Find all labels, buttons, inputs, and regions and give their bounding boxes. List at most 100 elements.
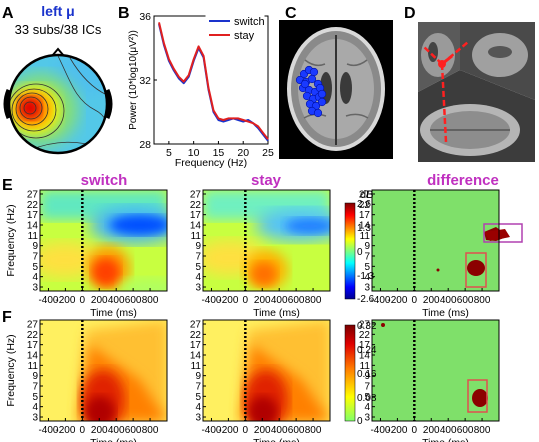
tf-y-tick-label: 7: [364, 382, 370, 393]
tf-y-tick-label: 7: [195, 382, 201, 393]
cbar-f-tick-3: 0.08: [357, 393, 377, 404]
tf-y-tick-label: 22: [359, 200, 371, 211]
tf-y-tick-label: 14: [359, 351, 371, 362]
spectrum-x-tick-label: 25: [262, 147, 274, 159]
tf-y-tick-label: 14: [190, 351, 202, 362]
spectrum-x-tick-label: 5: [166, 147, 172, 159]
tf-y-tick-label: 3: [364, 283, 370, 294]
tf-x-tick-label: 0: [243, 295, 249, 306]
tf-x-tick-label: 0: [80, 295, 86, 306]
tf-y-tick-label: 27: [27, 190, 39, 201]
tf-x-label: Time (ms): [422, 437, 469, 442]
tf-axes-frame: [371, 319, 500, 422]
tf-y-tick-label: 27: [190, 320, 202, 331]
cbar-e-tick-3: -1.3: [357, 271, 375, 282]
panel-c: C: [279, 5, 393, 159]
panel-b-letter: B: [118, 5, 130, 22]
panel-a: A left μ 33 subs/38 ICs: [2, 3, 113, 155]
spectrum-y-label: Power (10*log10(μV²)): [128, 30, 139, 130]
dipole-marker: [317, 97, 327, 107]
tf-x-tick-label: -200: [387, 295, 407, 306]
tf-y-tick-label: 9: [32, 371, 38, 382]
tf-x-tick-label: 200: [423, 425, 440, 436]
spectrum-x-tick-label: 10: [188, 147, 200, 159]
tf-y-tick-label: 5: [195, 392, 201, 403]
cbar-e-tick-2: 0: [357, 247, 363, 258]
tf-x-tick-label: 800: [305, 295, 322, 306]
legend-stay-label: stay: [234, 30, 255, 42]
tf-x-tick-label: 800: [142, 295, 159, 306]
spectrum-x-tick-label: 20: [237, 147, 249, 159]
tf-y-tick-label: 17: [190, 340, 202, 351]
tf-x-tick-label: 400: [271, 295, 288, 306]
tf-x-tick-label: 600: [125, 425, 142, 436]
tf-y-tick-label: 14: [359, 221, 371, 232]
tf-x-label: Time (ms): [422, 307, 469, 319]
tf-y-tick-label: 17: [27, 210, 39, 221]
spectrum-y-tick-label: 32: [139, 75, 151, 87]
tf-x-tick-label: 0: [80, 425, 86, 436]
tf-axes-frame: [39, 189, 168, 292]
tf-x-tick-label: 200: [254, 295, 271, 306]
tf-y-tick-label: 4: [195, 402, 201, 413]
f-difference-map: [372, 320, 499, 421]
tf-x-tick-label: -200: [387, 425, 407, 436]
tf-y-tick-label: 11: [191, 231, 202, 242]
tf-x-tick-label: 400: [440, 425, 457, 436]
tf-x-label: Time (ms): [253, 307, 300, 319]
panel-d-letter: D: [404, 5, 416, 22]
panel-a-letter: A: [2, 5, 14, 22]
tf-y-tick-label: 22: [190, 330, 202, 341]
tf-y-tick-label: 4: [32, 402, 38, 413]
tf-y-label: Frequency (Hz): [5, 204, 17, 276]
tf-y-tick-label: 22: [190, 200, 202, 211]
tf-y-tick-label: 7: [195, 252, 201, 263]
tf-y-tick-label: 4: [364, 402, 370, 413]
tf-axes-frame: [202, 319, 331, 422]
tf-y-tick-label: 17: [359, 340, 371, 351]
tf-x-tick-label: -200: [218, 295, 238, 306]
tf-y-tick-label: 14: [190, 221, 202, 232]
tf-y-tick-label: 27: [359, 320, 371, 331]
tf-y-tick-label: 3: [195, 413, 201, 424]
tf-x-tick-label: -400: [38, 295, 58, 306]
tf-y-tick-label: 22: [27, 330, 39, 341]
mri-3d-view: [418, 22, 535, 162]
tf-y-tick-label: 27: [359, 190, 371, 201]
tf-y-tick-label: 7: [32, 252, 38, 263]
cbar-e-tick-4: -2.6: [357, 294, 375, 305]
tf-y-tick-label: 17: [27, 340, 39, 351]
tf-y-tick-label: 3: [364, 413, 370, 424]
tf-x-label: Time (ms): [90, 307, 137, 319]
scalp-map: [3, 47, 113, 155]
spectrum-line-stay: [158, 22, 269, 140]
tf-y-tick-label: 4: [32, 272, 38, 283]
e-diff-alpha-box: [483, 223, 523, 243]
cbar-f-tick-4: 0: [357, 416, 363, 427]
tf-x-tick-label: 0: [412, 295, 418, 306]
e-diff-theta-box: [465, 252, 487, 288]
dipole-marker: [309, 67, 319, 77]
tf-x-tick-label: 200: [254, 425, 271, 436]
tf-x-tick-label: 200: [91, 295, 108, 306]
colorbar-db-unit: dB: [360, 189, 373, 201]
tf-y-tick-label: 7: [364, 252, 370, 263]
cbar-f-tick-0: 0.32: [357, 321, 377, 332]
tf-x-tick-label: -400: [201, 425, 221, 436]
tf-x-tick-label: -200: [55, 425, 75, 436]
e-title-stay: stay: [251, 172, 282, 189]
panel-f-letter: F: [2, 309, 12, 326]
tf-y-tick-label: 11: [191, 361, 202, 372]
tf-y-tick-label: 17: [190, 210, 202, 221]
tf-y-label: Frequency (Hz): [5, 334, 17, 406]
panel-a-subtitle: 33 subs/38 ICs: [15, 22, 102, 37]
panel-b: B 5 10 15 20 25 28 32 36 Frequency (Hz) Power (…: [118, 5, 274, 169]
tf-x-tick-label: -400: [370, 425, 390, 436]
panel-d: D: [404, 5, 535, 162]
tf-y-tick-label: 9: [364, 241, 370, 252]
tf-y-tick-label: 3: [32, 283, 38, 294]
tf-x-tick-label: -400: [370, 295, 390, 306]
legend-switch-label: switch: [234, 16, 265, 28]
axial-mri-slice: [279, 20, 393, 159]
time-frequency-panels: E F switch stay difference: [2, 172, 523, 442]
